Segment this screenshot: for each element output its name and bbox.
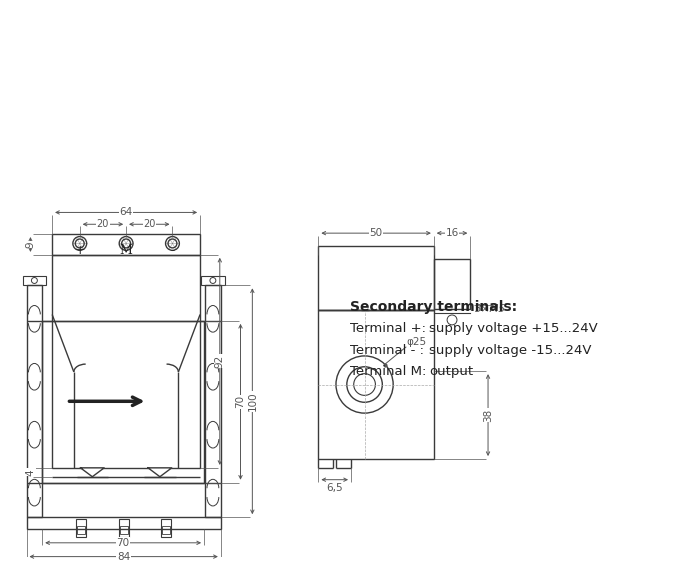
Bar bbox=[52, 234, 200, 255]
Circle shape bbox=[347, 367, 382, 403]
Text: supply voltage +15...24V: supply voltage +15...24V bbox=[429, 322, 598, 335]
Bar bbox=[318, 310, 434, 459]
Text: 64: 64 bbox=[120, 207, 133, 217]
Text: 38: 38 bbox=[483, 409, 493, 422]
Bar bbox=[201, 275, 225, 285]
Text: -: - bbox=[171, 244, 175, 257]
Polygon shape bbox=[81, 468, 104, 477]
Text: 50: 50 bbox=[370, 228, 383, 238]
Bar bbox=[76, 519, 86, 537]
Text: 20: 20 bbox=[97, 219, 109, 229]
Bar bbox=[318, 246, 434, 310]
Bar bbox=[120, 526, 127, 534]
Bar bbox=[205, 285, 221, 517]
Bar bbox=[161, 519, 171, 537]
Text: 4: 4 bbox=[26, 469, 35, 476]
Text: Terminal - :: Terminal - : bbox=[350, 343, 432, 356]
Bar bbox=[77, 526, 85, 534]
Bar bbox=[22, 275, 46, 285]
Circle shape bbox=[119, 236, 133, 251]
Text: 9: 9 bbox=[26, 241, 35, 248]
Text: supply voltage -15...24V: supply voltage -15...24V bbox=[429, 343, 592, 356]
Text: 84: 84 bbox=[117, 552, 130, 562]
Text: Terminal M:: Terminal M: bbox=[350, 365, 435, 378]
Text: Secondary terminals:: Secondary terminals: bbox=[350, 300, 517, 314]
Text: +: + bbox=[74, 244, 85, 257]
Text: 70: 70 bbox=[117, 538, 129, 548]
Circle shape bbox=[210, 278, 216, 283]
Text: 16: 16 bbox=[445, 228, 459, 238]
Text: M: M bbox=[120, 244, 132, 257]
Circle shape bbox=[447, 315, 457, 325]
Bar bbox=[52, 255, 200, 468]
Circle shape bbox=[75, 239, 84, 248]
Circle shape bbox=[122, 239, 131, 248]
Text: output: output bbox=[429, 365, 473, 378]
Text: 6,5: 6,5 bbox=[326, 482, 343, 493]
Text: Terminal +:: Terminal +: bbox=[350, 322, 438, 335]
Bar bbox=[26, 517, 221, 529]
Bar bbox=[434, 259, 470, 309]
Text: 70: 70 bbox=[235, 395, 246, 408]
Circle shape bbox=[31, 278, 38, 283]
Text: 92: 92 bbox=[215, 355, 225, 368]
Circle shape bbox=[166, 236, 180, 251]
Text: φ25: φ25 bbox=[406, 337, 427, 347]
Circle shape bbox=[168, 239, 177, 248]
Text: 100: 100 bbox=[247, 391, 258, 411]
Text: 20: 20 bbox=[143, 219, 155, 229]
Polygon shape bbox=[148, 468, 172, 477]
Circle shape bbox=[354, 374, 375, 395]
Circle shape bbox=[336, 356, 393, 413]
Text: 3×M5: 3×M5 bbox=[475, 304, 506, 314]
Bar bbox=[162, 526, 171, 534]
Bar bbox=[42, 321, 204, 482]
Circle shape bbox=[73, 236, 87, 251]
Bar bbox=[26, 285, 42, 517]
Bar bbox=[119, 519, 129, 537]
